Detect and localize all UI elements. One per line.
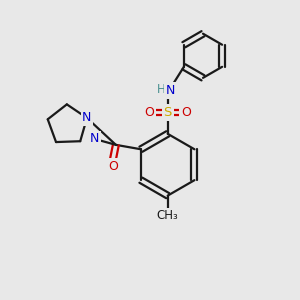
Text: O: O bbox=[108, 160, 118, 173]
Text: H: H bbox=[157, 82, 166, 95]
Text: CH₃: CH₃ bbox=[157, 209, 178, 222]
Text: O: O bbox=[181, 106, 191, 119]
Text: N: N bbox=[82, 111, 92, 124]
Text: S: S bbox=[164, 106, 172, 119]
Text: O: O bbox=[145, 106, 154, 119]
Text: N: N bbox=[90, 133, 99, 146]
Text: N: N bbox=[165, 84, 175, 97]
